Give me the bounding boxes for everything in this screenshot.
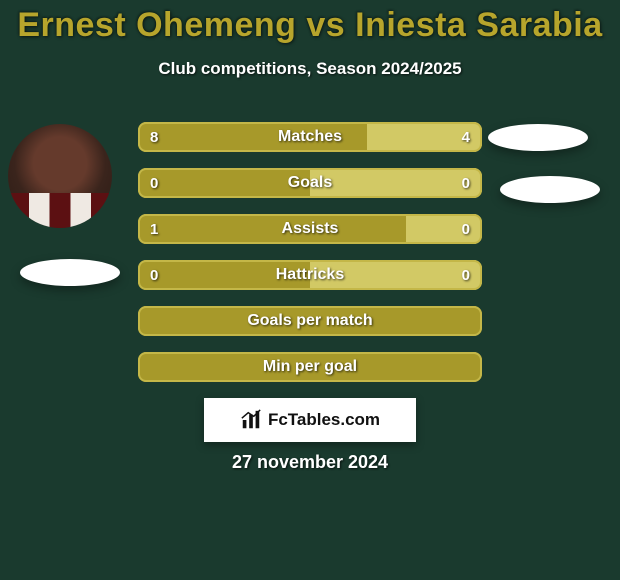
stat-row: Goals per match: [138, 306, 482, 336]
avatar-shirt-placeholder: [8, 193, 112, 228]
stat-row: 00Goals: [138, 168, 482, 198]
subtitle: Club competitions, Season 2024/2025: [0, 59, 620, 79]
stat-label: Hattricks: [138, 260, 482, 290]
stat-row: 00Hattricks: [138, 260, 482, 290]
stat-row: Min per goal: [138, 352, 482, 382]
page-title: Ernest Ohemeng vs Iniesta Sarabia: [0, 0, 620, 45]
stat-label: Matches: [138, 122, 482, 152]
stat-bars: 84Matches 00Goals 10Assists 00Hattricks Goal…: [138, 122, 482, 398]
stat-label: Assists: [138, 214, 482, 244]
source-badge: FcTables.com: [204, 398, 416, 442]
date-text: 27 november 2024: [0, 452, 620, 473]
source-badge-text: FcTables.com: [268, 410, 380, 430]
chart-icon: [240, 409, 262, 431]
player-right-name-pill: [500, 176, 600, 203]
stat-row: 84Matches: [138, 122, 482, 152]
stat-row: 10Assists: [138, 214, 482, 244]
player-left-avatar: [8, 124, 112, 228]
comparison-infographic: Ernest Ohemeng vs Iniesta Sarabia Club c…: [0, 0, 620, 580]
stat-label: Min per goal: [138, 352, 482, 382]
stat-label: Goals: [138, 168, 482, 198]
player-right-avatar-pill: [488, 124, 588, 151]
stat-label: Goals per match: [138, 306, 482, 336]
player-left-name-pill: [20, 259, 120, 286]
